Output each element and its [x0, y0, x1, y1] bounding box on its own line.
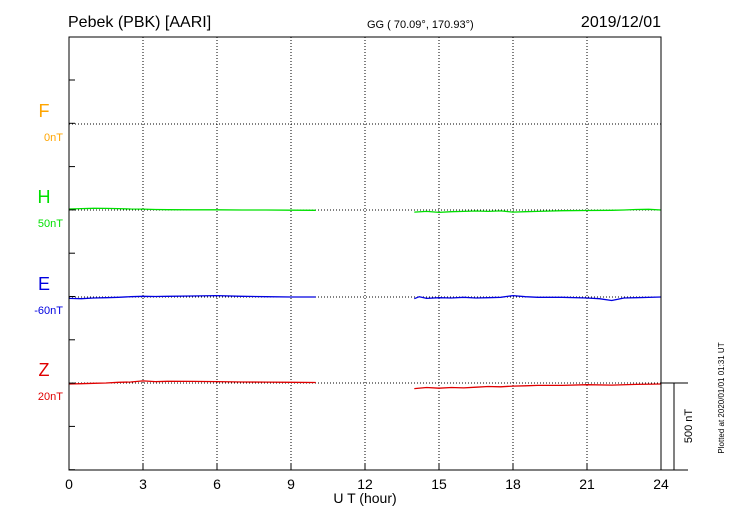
trace-h-0 — [68, 207, 316, 211]
x-tick-label-6: 6 — [213, 476, 221, 492]
trace-e-0 — [68, 294, 316, 300]
x-tick-label-24: 24 — [653, 476, 669, 492]
series-name-z: Z — [39, 360, 50, 380]
x-tick-label-12: 12 — [357, 476, 373, 492]
x-tick-label-21: 21 — [579, 476, 595, 492]
trace-z-1 — [414, 383, 662, 390]
series-offset-f: 0nT — [44, 132, 63, 144]
chart-date: 2019/12/01 — [581, 14, 661, 31]
series-labels: F 0nT H 50nT E -60nT Z 20nT — [34, 101, 63, 403]
scale-bar: 500 nT — [661, 382, 695, 471]
trace-e-1 — [414, 294, 662, 302]
chart-title: Pebek (PBK) [AARI] — [68, 14, 211, 31]
x-tick-label-15: 15 — [431, 476, 447, 492]
x-tick-label-18: 18 — [505, 476, 521, 492]
series-offset-h: 50nT — [38, 218, 63, 230]
trace-h-1 — [414, 208, 662, 214]
plot-timestamp: Plotted at 2020/01/01 01:31 UT — [717, 342, 726, 453]
series-name-h: H — [38, 187, 51, 207]
x-axis-ticks: 0 3 6 9 12 15 18 21 24 — [65, 463, 669, 492]
x-tick-label-9: 9 — [287, 476, 295, 492]
series-name-f: F — [39, 101, 50, 121]
scale-bar-label: 500 nT — [683, 409, 695, 444]
x-axis-label: U T (hour) — [333, 490, 396, 506]
x-tick-label-3: 3 — [139, 476, 147, 492]
series-offset-z: 20nT — [38, 391, 63, 403]
series-name-e: E — [38, 274, 50, 294]
x-tick-label-0: 0 — [65, 476, 73, 492]
traces — [68, 207, 662, 390]
grid — [69, 37, 661, 470]
trace-z-0 — [68, 380, 316, 385]
series-offset-e: -60nT — [34, 305, 63, 317]
chart-subtitle: GG ( 70.09°, 170.93°) — [367, 19, 474, 31]
